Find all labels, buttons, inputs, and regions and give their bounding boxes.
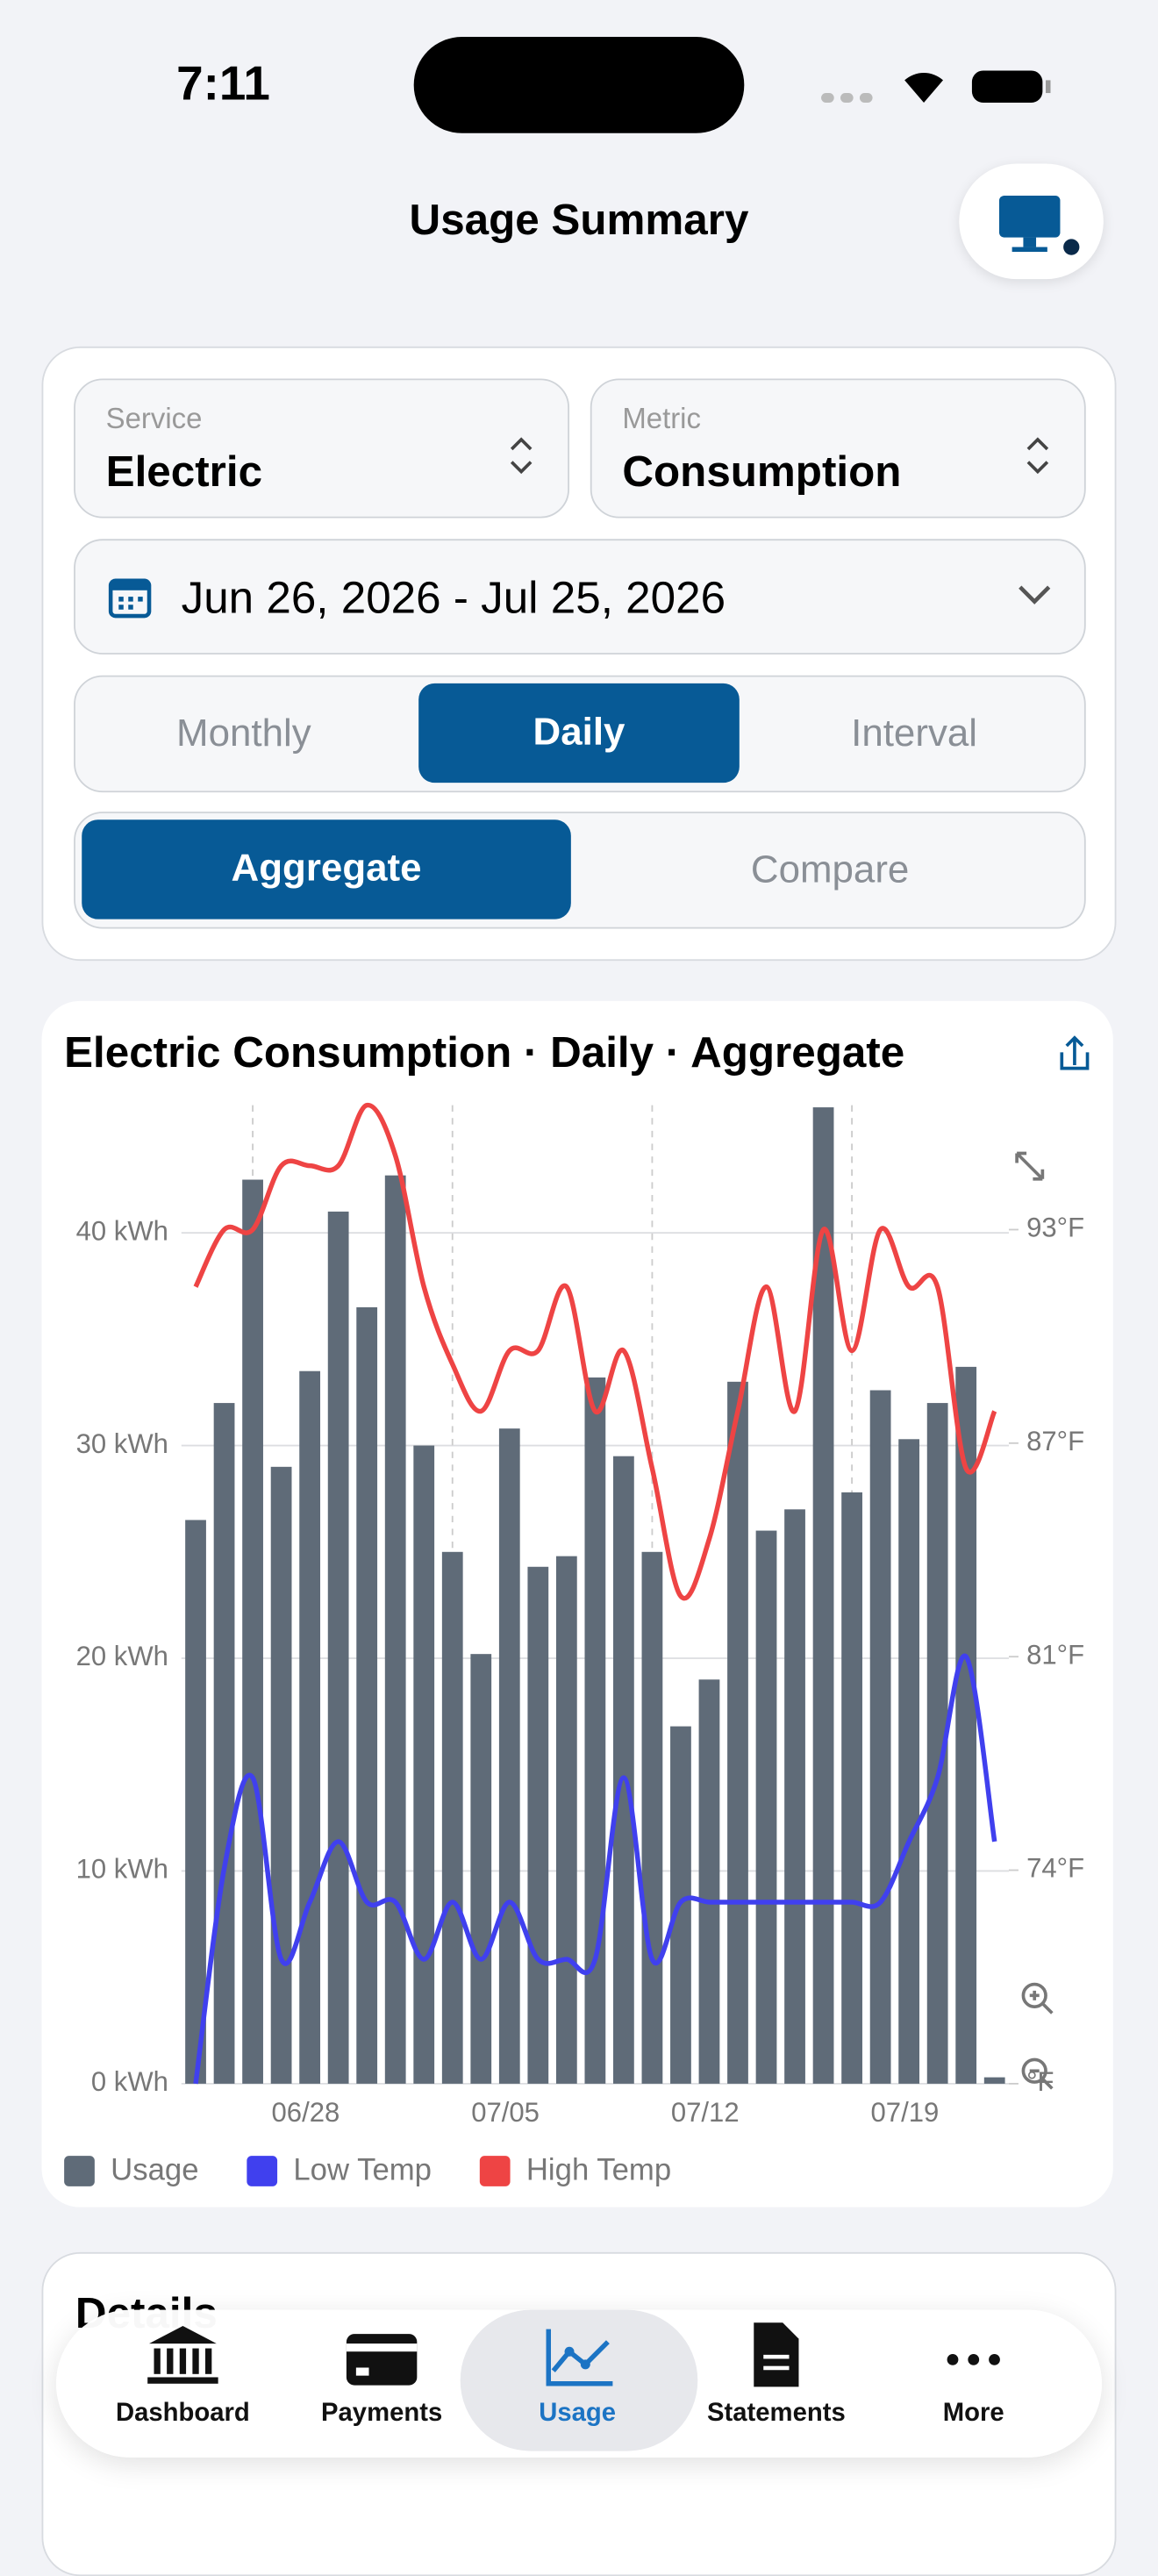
period-option[interactable]: Interval bbox=[851, 712, 978, 756]
x-tick-label: 07/19 bbox=[871, 2097, 940, 2128]
status-time: 7:11 bbox=[176, 57, 270, 111]
y2-tick-label: 93°F bbox=[1026, 1213, 1084, 1243]
legend-label: High Temp bbox=[526, 2154, 671, 2187]
metric-picker[interactable]: Metric Consumption bbox=[590, 378, 1086, 519]
bar bbox=[641, 1551, 663, 2084]
metric-value: Consumption bbox=[622, 447, 902, 496]
bar bbox=[356, 1306, 378, 2084]
y-tick-label: 10 kWh bbox=[76, 1854, 168, 1885]
bar bbox=[555, 1556, 577, 2084]
bar bbox=[327, 1211, 349, 2084]
plot: 0 kWh 10 kWh 20 kWh 30 kWh 40 kWh °F 74°F 81°F 8… bbox=[64, 1102, 1084, 2187]
mode-option[interactable]: Compare bbox=[750, 848, 910, 892]
bar bbox=[983, 2077, 1005, 2084]
y-tick-label: 40 kWh bbox=[76, 1215, 168, 1246]
bar bbox=[185, 1520, 206, 2084]
calendar-icon bbox=[108, 578, 152, 619]
period-control: Monthly Daily Interval bbox=[74, 675, 1086, 793]
period-option[interactable]: Daily bbox=[418, 683, 740, 784]
metric-label: Metric bbox=[622, 402, 701, 435]
bar bbox=[955, 1366, 977, 2084]
bar bbox=[213, 1403, 235, 2084]
service-picker[interactable]: Service Electric bbox=[74, 378, 570, 519]
tab-item[interactable]: Statements bbox=[707, 2400, 846, 2428]
page-title: Usage Summary bbox=[409, 196, 749, 244]
display-button[interactable] bbox=[959, 163, 1104, 280]
bar bbox=[755, 1530, 777, 2084]
mode-option[interactable]: Aggregate bbox=[82, 819, 571, 919]
y2-tick-label: 74°F bbox=[1026, 1853, 1084, 1884]
x-tick-label: 07/05 bbox=[471, 2097, 540, 2128]
tab-item[interactable]: Dashboard bbox=[116, 2400, 250, 2428]
share-icon[interactable] bbox=[1060, 1035, 1090, 1070]
bar bbox=[698, 1679, 720, 2084]
y2-tick-label: 87°F bbox=[1026, 1426, 1084, 1456]
tab-icons bbox=[147, 2322, 1000, 2387]
dynamic-island bbox=[413, 37, 745, 133]
y2-tick-label: °F bbox=[1026, 2066, 1054, 2097]
status-icons bbox=[821, 70, 1051, 104]
y-tick-label: 20 kWh bbox=[76, 1641, 168, 1671]
tab-item[interactable]: Payments bbox=[321, 2400, 443, 2428]
bar bbox=[470, 1654, 492, 2084]
y-tick-label: 30 kWh bbox=[76, 1428, 168, 1459]
legend-swatch bbox=[247, 2156, 278, 2186]
bar bbox=[527, 1566, 549, 2084]
x-tick-label: 07/12 bbox=[671, 2097, 740, 2128]
chart-title: Electric Consumption · Daily · Aggregate bbox=[64, 1028, 904, 1077]
period-option[interactable]: Monthly bbox=[176, 712, 311, 756]
bar bbox=[299, 1370, 321, 2084]
y2-tick-label: 81°F bbox=[1026, 1639, 1084, 1670]
legend-label: Low Temp bbox=[293, 2154, 432, 2187]
mode-control: Aggregate Compare bbox=[74, 812, 1086, 929]
chevron bbox=[510, 437, 533, 475]
line bbox=[193, 1102, 997, 1601]
bar bbox=[498, 1428, 520, 2084]
legend-swatch bbox=[479, 2156, 511, 2186]
active-tab-bg bbox=[460, 2309, 698, 2451]
tab-item[interactable]: More bbox=[942, 2400, 1004, 2428]
legend-swatch bbox=[64, 2156, 95, 2186]
zoom-in[interactable] bbox=[1021, 1982, 1054, 2014]
bar bbox=[441, 1551, 463, 2084]
tab-item[interactable]: Usage bbox=[539, 2400, 617, 2428]
bar bbox=[869, 1390, 891, 2084]
bar bbox=[841, 1492, 862, 2084]
bar bbox=[584, 1377, 606, 2084]
legend-label: Usage bbox=[111, 2154, 198, 2187]
y-tick-label: 0 kWh bbox=[91, 2066, 168, 2097]
bar bbox=[384, 1175, 406, 2084]
line bbox=[193, 1653, 997, 2085]
bar bbox=[898, 1439, 920, 2084]
page: {"status_bar":{"time":"7:11"}, "header":… bbox=[41, 37, 1117, 2576]
screen: 7:11 Usage Summary Service Electric Metr… bbox=[41, 37, 1117, 2576]
chevron bbox=[1019, 585, 1051, 605]
chart: Electric Consumption · Daily · Aggregate… bbox=[64, 1028, 1090, 2187]
bar bbox=[926, 1403, 948, 2084]
bar bbox=[727, 1381, 748, 2084]
bar bbox=[812, 1107, 834, 2084]
service-label: Service bbox=[105, 402, 203, 435]
expand-icon[interactable] bbox=[1015, 1151, 1045, 1181]
date-range: Jun 26, 2026 - Jul 25, 2026 bbox=[181, 572, 726, 623]
bar bbox=[613, 1456, 634, 2084]
display-icon bbox=[998, 196, 1080, 255]
x-tick-label: 06/28 bbox=[272, 2097, 340, 2128]
service-value: Electric bbox=[105, 447, 263, 496]
bar bbox=[784, 1509, 805, 2084]
date-picker[interactable]: Jun 26, 2026 - Jul 25, 2026 bbox=[74, 539, 1086, 655]
bar bbox=[242, 1179, 263, 2084]
bar bbox=[270, 1466, 292, 2084]
bar bbox=[413, 1445, 435, 2084]
chevron bbox=[1026, 437, 1049, 475]
zoom-out[interactable] bbox=[1021, 2057, 1054, 2090]
